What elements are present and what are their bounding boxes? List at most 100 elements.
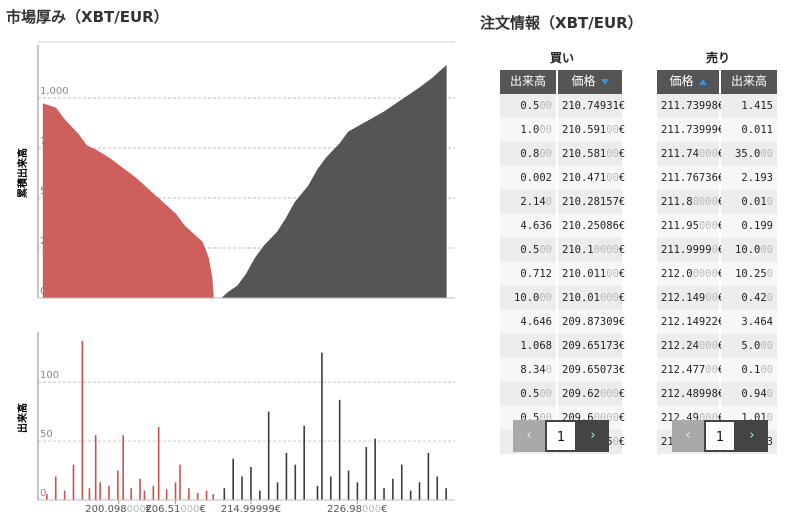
volume-bar xyxy=(241,476,243,500)
order-cell: 210.01000€ xyxy=(558,286,625,310)
volume-bar xyxy=(94,435,97,500)
order-cell: 0.100 xyxy=(721,358,779,382)
column-header[interactable]: 出来高 xyxy=(721,70,779,94)
volume-bar xyxy=(63,490,66,500)
volume-bar xyxy=(427,452,430,500)
table-header: 価格 出来高 xyxy=(657,70,779,94)
chart-title: 市場厚み（XBT/EUR） xyxy=(6,8,169,26)
order-cell: 211.95000€ xyxy=(657,214,724,238)
column-header[interactable]: 価格 xyxy=(657,70,721,94)
volume-bar xyxy=(72,464,75,500)
order-row: 0.712 210.01100€ xyxy=(500,262,625,286)
order-cell: 10.000 xyxy=(500,286,558,310)
volume-bar xyxy=(285,452,288,500)
page-page[interactable]: 1 xyxy=(545,420,577,452)
order-cell: 209.65073€ xyxy=(558,358,625,382)
order-row: 4.636 210.25086€ xyxy=(500,214,625,238)
volume-bar xyxy=(418,482,421,500)
volume-bar xyxy=(294,464,297,500)
order-cell: 0.800 xyxy=(500,142,558,166)
volume-bar xyxy=(152,485,155,500)
order-cell: 212.14922€ xyxy=(657,310,724,334)
volume-bar xyxy=(445,488,447,500)
order-cell: 0.500 xyxy=(500,382,558,406)
y-tick-label: 50 xyxy=(40,429,53,440)
volume-bar xyxy=(365,446,368,500)
volume-bar xyxy=(338,399,341,500)
order-row: 212.48998€ 0.940 xyxy=(657,382,779,406)
order-cell: 0.199 xyxy=(721,214,779,238)
book-side-title: 売り xyxy=(705,51,730,65)
order-cell: 0.500 xyxy=(500,94,558,118)
order-row: 0.002 210.47100€ xyxy=(500,166,625,190)
order-row: 8.340 209.65073€ xyxy=(500,358,625,382)
order-cell: 5.000 xyxy=(721,334,779,358)
order-row: 211.74000€35.000 xyxy=(657,142,779,166)
column-label: 価格 xyxy=(571,74,596,88)
volume-bar xyxy=(143,490,146,500)
order-cell: 10.250 xyxy=(721,262,779,286)
volume-bar xyxy=(81,340,84,500)
volume-bar xyxy=(374,438,376,500)
sell-book: 売り 価格 出来高 211.73998€ 1.415 211.73999€ 0.011 211… xyxy=(657,48,779,454)
depth-charts: 市場厚み（XBT/EUR） 02505007501,000累積出来高050100… xyxy=(6,8,455,515)
order-cell: 209.62000€ xyxy=(558,382,625,406)
order-cell: 211.73998€ xyxy=(657,94,724,118)
volume-bar xyxy=(436,476,439,500)
order-book-title: 注文情報（XBT/EUR） xyxy=(480,14,643,32)
order-row: 212.14900€0.420 xyxy=(657,286,779,310)
volume-bar xyxy=(179,464,181,500)
volume-bar xyxy=(212,494,215,500)
order-row: 211.95000€0.199 xyxy=(657,214,779,238)
volume-bar xyxy=(139,478,141,500)
order-cell: 212.14900€ xyxy=(657,286,724,310)
volume-bar xyxy=(46,494,48,500)
page-page[interactable]: 1 xyxy=(704,420,736,452)
order-cell: 0.011 xyxy=(721,118,779,142)
order-cell: 209.87309€ xyxy=(558,310,625,334)
volume-bar xyxy=(88,488,91,500)
sell-pagination: ‹ 1 › xyxy=(672,420,768,452)
order-row: 10.000 210.01000€ xyxy=(500,286,625,310)
volume-bar xyxy=(122,435,124,500)
page-prev[interactable]: ‹ xyxy=(672,420,704,452)
order-cell: 211.76736€ xyxy=(657,166,724,190)
order-cell: 0.500 xyxy=(500,238,558,262)
order-row: 212.24000€5.000 xyxy=(657,334,779,358)
volume-bar xyxy=(205,490,208,500)
order-cell: 210.47100€ xyxy=(558,166,625,190)
order-row: 212.14922€ 3.464 xyxy=(657,310,779,334)
volume-bar xyxy=(54,476,57,500)
sort-arrow xyxy=(600,78,609,85)
depth-area xyxy=(220,64,447,299)
order-cell: 35.000 xyxy=(721,142,779,166)
page-prev[interactable]: ‹ xyxy=(513,420,545,452)
column-header[interactable]: 出来高 xyxy=(500,70,558,94)
volume-bar xyxy=(329,476,332,500)
volume-bar xyxy=(316,485,319,500)
volume-bar xyxy=(347,470,350,500)
page-next[interactable]: › xyxy=(577,420,609,452)
volume-bar xyxy=(165,489,168,500)
order-cell: 211.73999€ xyxy=(657,118,724,142)
order-cell: 8.340 xyxy=(500,358,558,382)
volume-bar xyxy=(117,470,119,500)
x-tick-label: 200.098000€ xyxy=(85,504,152,515)
volume-bar xyxy=(157,426,160,500)
column-header[interactable]: 価格 xyxy=(558,70,624,94)
order-row: 4.646 209.87309€ xyxy=(500,310,625,334)
depth-area xyxy=(42,103,214,299)
order-cell: 210.01100€ xyxy=(558,262,625,286)
order-row: 211.99990€10.000 xyxy=(657,238,779,262)
page-next[interactable]: › xyxy=(736,420,768,452)
order-cell: 1.000 xyxy=(500,118,558,142)
order-cell: 4.636 xyxy=(500,214,558,238)
volume-bar xyxy=(232,458,234,500)
order-cell: 210.25086€ xyxy=(558,214,625,238)
buy-book: 買い 出来高 価格 0.500 210.74931€ 1.000 210.59100€ 0.8… xyxy=(500,48,625,454)
order-cell: 209.65173€ xyxy=(558,334,625,358)
order-cell: 1.068 xyxy=(500,334,558,358)
table-header: 出来高 価格 xyxy=(500,70,624,94)
x-tick-label: 206.51000€ xyxy=(145,504,205,515)
